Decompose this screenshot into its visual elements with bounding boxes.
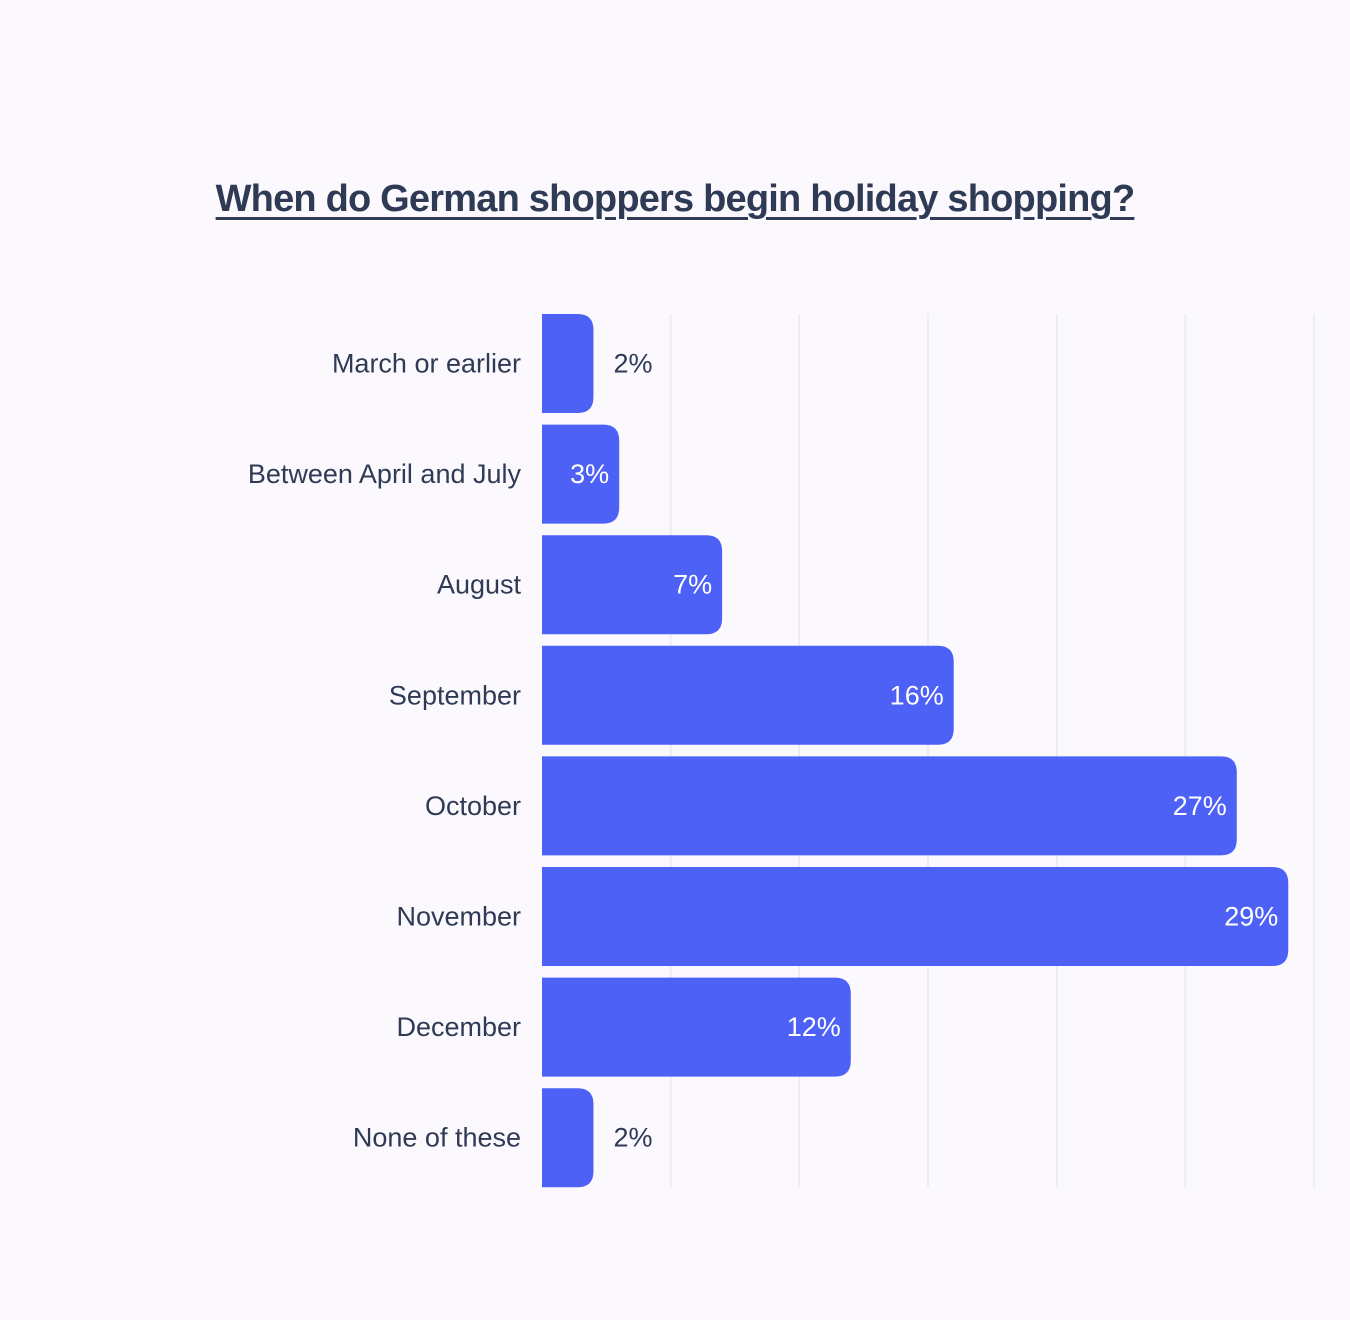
category-label: November <box>396 902 521 932</box>
category-label: March or earlier <box>332 349 521 379</box>
category-label: September <box>389 680 521 710</box>
category-label: December <box>396 1012 521 1042</box>
value-label: 3% <box>570 459 609 489</box>
bar <box>542 756 1237 856</box>
category-labels: March or earlier Between April and July Au… <box>248 349 522 1153</box>
value-label: 2% <box>613 349 652 379</box>
value-label: 12% <box>787 1012 841 1042</box>
category-label: August <box>437 570 522 600</box>
bar <box>542 645 954 745</box>
bar <box>542 867 1289 966</box>
value-label: 16% <box>890 680 944 710</box>
category-label: None of these <box>353 1123 521 1153</box>
value-label: 27% <box>1173 791 1227 821</box>
value-label: 2% <box>613 1123 652 1153</box>
bars <box>542 314 1289 1188</box>
bar <box>542 977 851 1077</box>
value-label: 7% <box>673 570 712 600</box>
bar <box>542 424 620 524</box>
bar <box>542 1088 594 1188</box>
chart-title: When do German shoppers begin holiday sh… <box>215 178 1136 220</box>
bar <box>542 314 594 413</box>
bar <box>542 535 723 635</box>
grid-lines <box>669 314 1315 1188</box>
value-label: 29% <box>1224 902 1278 932</box>
category-label: Between April and July <box>248 459 522 489</box>
category-label: October <box>425 791 521 821</box>
value-labels: 2% 3% 7% 16% 27% 29% 12% 2% <box>570 349 1278 1153</box>
